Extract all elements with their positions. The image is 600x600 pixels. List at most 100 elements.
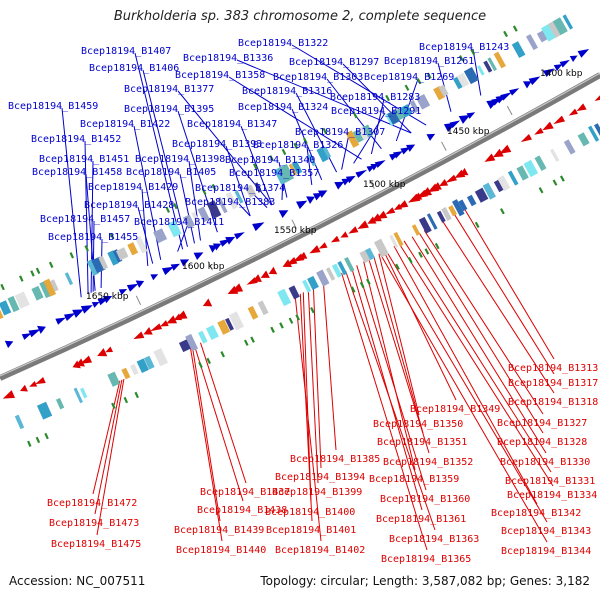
gene-label-reverse: Bcep18194_B1330 — [500, 457, 590, 468]
feature-block — [197, 206, 210, 223]
rna-mark — [19, 275, 24, 282]
gene-label-forward: Bcep18194_B1326 — [253, 140, 343, 151]
forward-gene-arrow — [170, 263, 181, 271]
reverse-gene-arrow — [97, 348, 108, 357]
reverse-gene-arrow — [576, 103, 587, 112]
feature-block — [14, 291, 30, 309]
forward-gene-arrow — [577, 48, 590, 58]
gene-label-forward: Bcep18194_B1269 — [364, 72, 454, 83]
forward-gene-arrow — [150, 274, 159, 281]
feature-block — [387, 110, 401, 125]
backbone-ring — [0, 72, 600, 381]
gene-label-reverse: Bcep18194_B1317 — [508, 378, 598, 389]
feature-block — [0, 300, 12, 316]
gene-label-forward: Bcep18194_B1411 — [134, 217, 224, 228]
gene-label-forward: Bcep18194_B1405 — [126, 167, 216, 178]
rna-mark — [404, 84, 410, 91]
feature-block — [36, 401, 53, 420]
feature-block — [525, 34, 539, 51]
gene-label-reverse: Bcep18194_B1343 — [501, 526, 591, 537]
forward-gene-arrow — [334, 181, 345, 190]
reverse-gene-arrow — [282, 259, 292, 268]
feature-block — [466, 194, 477, 207]
gene-connector — [307, 289, 319, 484]
gene-connector — [403, 240, 552, 473]
tick-mark — [506, 105, 513, 116]
gene-connector — [385, 249, 548, 523]
feature-block — [456, 72, 470, 88]
feature-block — [254, 182, 262, 193]
feature-block — [365, 247, 376, 261]
feature-tracks — [0, 14, 600, 447]
gene-label-forward: Bcep18194_B1377 — [124, 84, 214, 95]
rna-mark — [359, 281, 365, 289]
feature-block — [344, 256, 355, 273]
gene-connector — [368, 258, 430, 454]
forward-gene-arrow — [466, 112, 476, 119]
tick-mark — [207, 261, 213, 271]
tick-mark — [291, 219, 297, 229]
feature-block — [127, 242, 139, 256]
map-title: Burkholderia sp. 383 chromosome 2, compl… — [113, 9, 487, 24]
forward-gene-arrow — [278, 210, 289, 218]
gene-connector — [188, 160, 201, 241]
forward-gene-arrow — [355, 169, 368, 178]
reverse-gene-arrow — [376, 210, 388, 219]
gene-label-forward: Bcep18194_B1406 — [89, 63, 179, 74]
reverse-gene-arrow — [143, 327, 153, 335]
rna-mark — [269, 155, 274, 162]
gene-connector — [341, 272, 428, 551]
feature-block — [563, 139, 576, 155]
reverse-gene-arrow — [286, 257, 298, 266]
feature-block — [433, 85, 446, 101]
feature-block — [234, 190, 244, 204]
gene-connector — [363, 261, 416, 471]
feature-block — [80, 387, 88, 399]
gene-connector — [134, 52, 184, 250]
gene-label-reverse: Bcep18194_B1331 — [505, 476, 595, 487]
gene-label-forward: Bcep18194_B1374 — [195, 183, 285, 194]
feature-block — [482, 182, 496, 200]
gene-label-forward: Bcep18194_B1452 — [31, 134, 121, 145]
forward-gene-arrow — [161, 266, 174, 276]
feature-block — [198, 330, 208, 344]
feature-block — [316, 269, 330, 287]
reverse-gene-arrow — [484, 153, 496, 162]
rna-mark — [252, 163, 258, 170]
forward-gene-arrow — [102, 295, 113, 304]
rna-mark — [201, 188, 207, 196]
feature-block — [474, 187, 489, 203]
forward-gene-arrow — [553, 64, 563, 72]
reverse-gene-arrow — [202, 298, 213, 307]
rna-mark — [350, 286, 356, 293]
reverse-gene-arrow — [330, 235, 340, 243]
gene-label-reverse: Bcep18194_B1365 — [381, 554, 471, 565]
feature-block — [552, 17, 568, 36]
kbp-ticks: 1400 kbp 1450 kbp 1500 kbp 1550 kbp 1600 kbp… — [86, 69, 583, 306]
feature-block — [277, 164, 295, 183]
rna-mark — [220, 351, 225, 358]
gene-label-forward: Bcep18194_B1340 — [225, 155, 315, 166]
feature-block — [352, 129, 364, 143]
gene-label-forward: Bcep18194_B1358 — [175, 70, 265, 81]
forward-gene-arrow — [55, 317, 67, 325]
reverse-gene-arrow — [385, 207, 396, 215]
feature-block — [307, 275, 319, 290]
feature-block — [39, 280, 52, 299]
reverse-gene-arrow — [29, 381, 38, 387]
tick-label: 1450 kbp — [447, 127, 490, 137]
forward-gene-arrow — [528, 76, 541, 86]
rna-mark — [288, 317, 294, 324]
gene-connector — [398, 243, 554, 487]
gene-connector — [341, 133, 350, 170]
feature-block — [541, 23, 558, 42]
feature-block — [516, 165, 529, 181]
gene-label-reverse: Bcep18194_B1402 — [275, 545, 365, 556]
gene-label-forward: Bcep18194_B1243 — [419, 42, 509, 53]
forward-gene-arrow — [4, 340, 14, 349]
gene-label-reverse: Bcep18194_B1437 — [200, 487, 290, 498]
rna-mark — [279, 322, 284, 329]
feature-block — [107, 371, 121, 387]
rna-mark — [322, 127, 328, 135]
